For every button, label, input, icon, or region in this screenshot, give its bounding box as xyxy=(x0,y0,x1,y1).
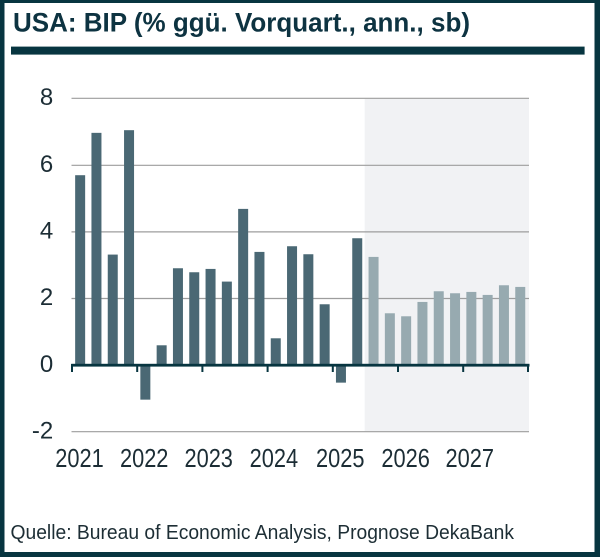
svg-text:2027: 2027 xyxy=(446,443,495,473)
svg-text:-2: -2 xyxy=(32,417,53,444)
svg-text:2021: 2021 xyxy=(55,443,104,473)
svg-text:2023: 2023 xyxy=(184,443,233,473)
svg-text:6: 6 xyxy=(40,151,53,178)
svg-text:4: 4 xyxy=(40,218,53,245)
svg-text:USA: BIP (% ggü. Vorquart., an: USA: BIP (% ggü. Vorquart., ann., sb) xyxy=(13,8,470,38)
svg-text:2025: 2025 xyxy=(316,443,365,473)
svg-text:2022: 2022 xyxy=(120,443,169,473)
svg-text:2024: 2024 xyxy=(250,443,299,473)
svg-text:8: 8 xyxy=(40,84,53,111)
svg-text:2026: 2026 xyxy=(381,443,430,473)
svg-text:2: 2 xyxy=(40,284,53,311)
svg-text:0: 0 xyxy=(40,351,53,378)
svg-text:Quelle: Bureau of Economic Ana: Quelle: Bureau of Economic Analysis, Pro… xyxy=(11,522,515,544)
